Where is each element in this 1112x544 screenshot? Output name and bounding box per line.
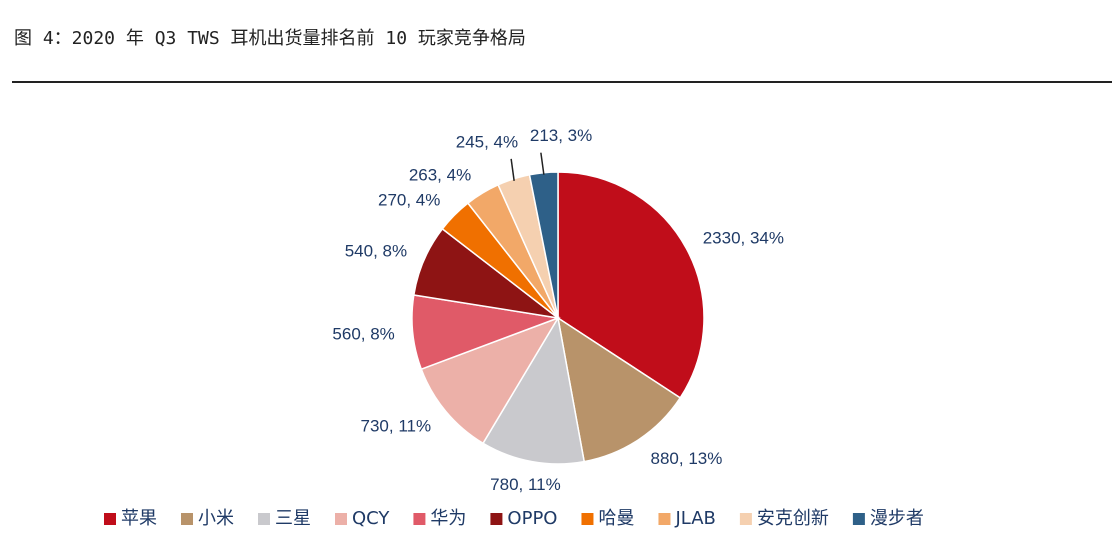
legend-label: 苹果 (121, 508, 157, 529)
leader-line (510, 158, 515, 181)
data-label: 730, 11% (361, 416, 432, 435)
data-label: 263, 4% (409, 165, 471, 184)
legend-swatch (413, 513, 426, 525)
data-label: 213, 3% (530, 126, 592, 145)
legend-label: 三星 (275, 508, 311, 529)
legend-swatch (104, 513, 116, 525)
legend-label: 华为 (430, 508, 466, 529)
legend-swatch (258, 513, 270, 525)
data-label: 540, 8% (345, 242, 407, 261)
legend-label: QCY (352, 508, 390, 529)
legend-swatch (490, 513, 503, 525)
legend-swatch (181, 513, 193, 525)
data-label: 2330, 34% (703, 228, 784, 247)
pie-slice (556, 316, 682, 463)
data-label: 245, 4% (456, 132, 518, 151)
legend-swatch (739, 513, 752, 525)
data-label: 880, 13% (651, 449, 723, 468)
legend-swatch (852, 513, 865, 525)
legend-label: JLAB (674, 508, 715, 529)
legend-swatch (658, 513, 671, 525)
legend-swatch (581, 513, 594, 525)
legend-label: OPPO (507, 508, 557, 529)
chart-title: 图 4：2020 年 Q3 TWS 耳机出货量排名前 10 玩家竞争格局 (14, 28, 526, 49)
legend-label: 安克创新 (757, 508, 829, 529)
leader-line (540, 152, 545, 175)
legend-swatch (335, 513, 347, 525)
legend-label: 小米 (198, 508, 234, 529)
data-label: 780, 11% (490, 475, 561, 494)
data-label: 270, 4% (378, 191, 440, 210)
data-label: 560, 8% (332, 324, 394, 343)
legend-label: 漫步者 (870, 508, 924, 529)
pie-slice (482, 315, 586, 465)
legend-label: 哈曼 (598, 508, 634, 529)
pie-slice (420, 316, 560, 445)
